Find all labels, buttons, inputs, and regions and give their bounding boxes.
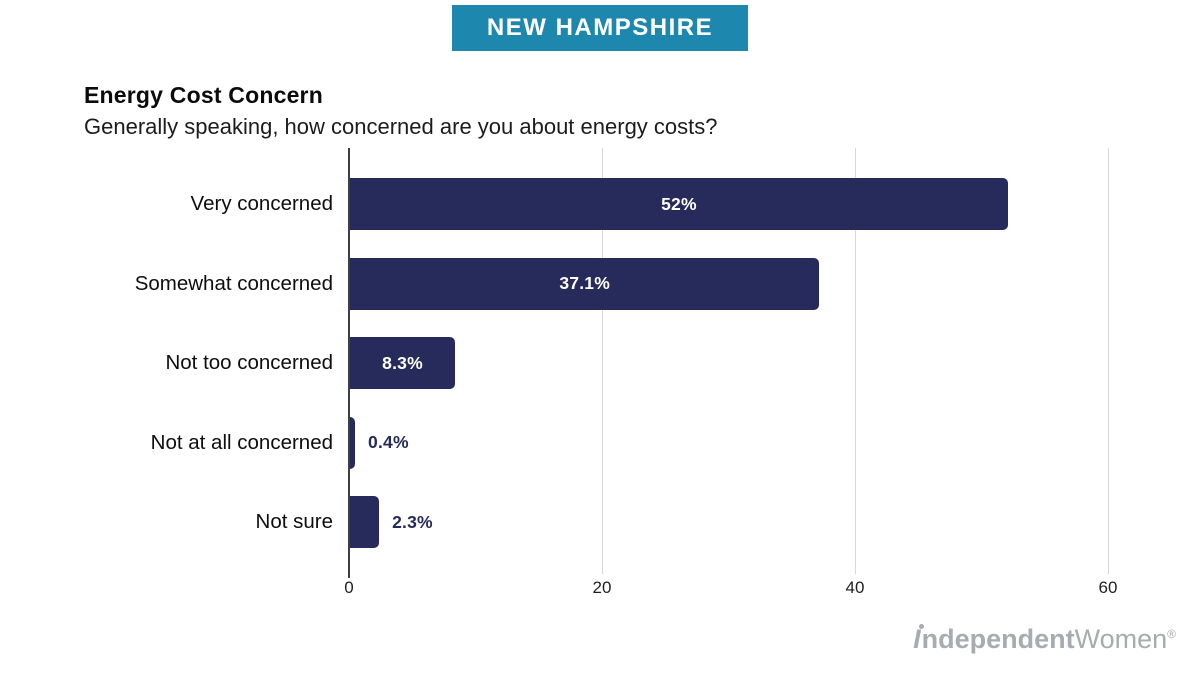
gridline — [1108, 148, 1109, 574]
logo-text-bold: ndependent — [921, 624, 1075, 654]
bar-value-label: 37.1% — [559, 273, 610, 293]
x-tick-label: 0 — [344, 578, 354, 597]
chart-subtitle: Generally speaking, how concerned are yo… — [84, 114, 718, 139]
brand-logo: IndependentWomen® — [913, 616, 1176, 657]
registered-trademark-symbol: ® — [1167, 627, 1176, 641]
bar-value-label: 2.3% — [392, 511, 433, 532]
chart-title: Energy Cost Concern — [84, 82, 323, 108]
state-banner: NEW HAMPSHIRE — [452, 5, 748, 51]
y-axis-line — [348, 148, 350, 578]
x-tick-label: 40 — [845, 578, 865, 597]
bar — [350, 496, 380, 548]
category-label: Not too concerned — [165, 351, 333, 374]
bar-value-label: 8.3% — [382, 352, 423, 373]
logo-text-light: Women — [1074, 624, 1168, 654]
x-tick-label: 60 — [1098, 578, 1118, 597]
x-tick-label: 20 — [592, 578, 612, 597]
category-label: Not sure — [255, 510, 333, 533]
category-label: Somewhat concerned — [134, 271, 333, 295]
bar: 37.1% — [350, 257, 820, 310]
bar: 52% — [350, 178, 1008, 230]
gridline — [602, 148, 603, 574]
bar-value-label: 52% — [661, 193, 697, 214]
gridline — [855, 148, 856, 574]
category-label: Very concerned — [190, 192, 333, 215]
logo-person-figure-icon: I — [913, 624, 921, 654]
category-label: Not at all concerned — [150, 430, 333, 454]
bar — [350, 416, 356, 469]
state-banner-label: NEW HAMPSHIRE — [486, 14, 714, 41]
bar: 8.3% — [350, 337, 455, 389]
bar-value-label: 0.4% — [368, 432, 409, 452]
